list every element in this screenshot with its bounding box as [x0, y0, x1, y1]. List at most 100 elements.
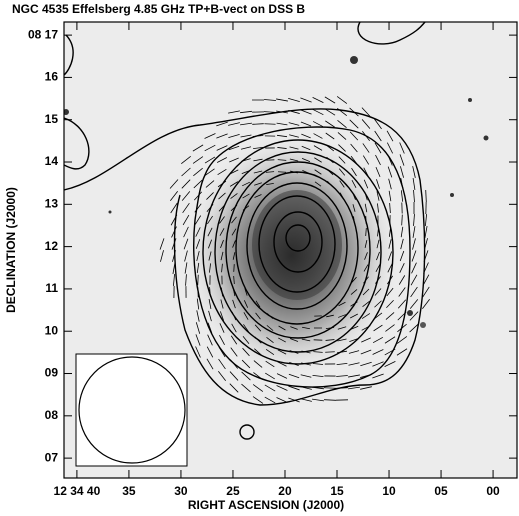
- b-vector: [325, 132, 335, 140]
- b-vector: [264, 123, 276, 125]
- b-vector: [243, 312, 249, 320]
- b-vector: [252, 123, 264, 125]
- b-vector: [386, 287, 394, 297]
- b-vector: [194, 215, 202, 225]
- b-vector: [413, 189, 415, 203]
- b-vector: [242, 193, 250, 199]
- b-vector: [337, 338, 347, 342]
- b-vector: [242, 181, 250, 187]
- b-vector: [160, 250, 164, 262]
- b-vector: [181, 179, 191, 189]
- b-vector: [170, 202, 178, 214]
- b-vector: [349, 119, 359, 129]
- b-vector: [240, 122, 252, 126]
- b-vector: [197, 274, 199, 286]
- b-vector: [389, 202, 391, 214]
- b-vector: [375, 263, 381, 273]
- b-vector: [348, 374, 360, 378]
- y-tick-label: 10: [45, 323, 59, 337]
- b-vector: [288, 373, 300, 379]
- b-vector: [181, 155, 191, 165]
- b-vector: [170, 214, 178, 226]
- b-vector: [230, 335, 238, 345]
- b-vector: [159, 238, 165, 250]
- b-vector: [204, 133, 216, 139]
- b-vector: [314, 181, 322, 187]
- x-tick-label: 10: [382, 484, 396, 498]
- b-vector: [339, 180, 345, 188]
- b-vector: [206, 346, 214, 358]
- b-vector: [290, 170, 298, 174]
- b-vector: [194, 203, 202, 213]
- b-vector: [385, 324, 395, 332]
- b-vector: [348, 350, 360, 354]
- b-vector: [230, 193, 238, 199]
- b-vector: [335, 387, 349, 389]
- b-vector: [242, 347, 250, 357]
- b-vector: [264, 396, 276, 404]
- b-vector: [376, 179, 380, 189]
- b-vector: [172, 262, 176, 274]
- b-vector: [300, 386, 312, 390]
- b-vector: [232, 287, 236, 297]
- b-vector: [314, 157, 322, 163]
- b-vector: [339, 192, 345, 200]
- b-vector: [253, 158, 263, 162]
- b-vector: [220, 287, 224, 297]
- b-vector: [412, 238, 416, 250]
- b-vector: [362, 155, 370, 165]
- b-vector: [338, 301, 346, 307]
- contours: [64, 22, 426, 440]
- b-vector: [351, 167, 357, 177]
- b-vector: [336, 96, 348, 104]
- b-vector: [349, 131, 359, 141]
- b-vector: [301, 362, 311, 366]
- b-vector: [276, 373, 288, 379]
- b-vector: [412, 178, 416, 190]
- beam: [78, 356, 186, 464]
- b-vector: [208, 310, 212, 322]
- b-vector: [352, 204, 356, 212]
- b-vector: [206, 203, 214, 213]
- x-tick-label: 05: [434, 484, 448, 498]
- b-vector: [374, 288, 382, 296]
- b-vector: [265, 360, 275, 368]
- b-vector: [336, 375, 348, 377]
- b-vector: [193, 167, 203, 177]
- b-vector: [424, 238, 428, 250]
- b-vector: [252, 384, 264, 392]
- b-vector: [400, 238, 404, 250]
- b-vector: [181, 191, 191, 201]
- x-tick-label: 35: [122, 484, 136, 498]
- b-vector: [326, 314, 334, 318]
- b-vector: [207, 227, 213, 237]
- b-vector: [218, 358, 226, 370]
- b-vector: [388, 190, 392, 202]
- b-vector: [243, 324, 249, 332]
- b-vector: [243, 300, 249, 308]
- b-vector: [181, 167, 191, 177]
- b-vector: [352, 192, 356, 200]
- b-vector: [312, 108, 324, 116]
- b-vector: [241, 371, 251, 381]
- b-vector: [241, 170, 251, 174]
- b-vector: [253, 170, 263, 174]
- b-vector: [387, 166, 393, 178]
- b-vector: [231, 216, 237, 224]
- b-vector: [374, 118, 382, 130]
- b-vector: [324, 96, 336, 104]
- b-vector: [277, 349, 287, 355]
- b-vector: [387, 275, 393, 285]
- x-tick-label: 20: [278, 484, 292, 498]
- b-vector: [411, 262, 417, 274]
- b-vector: [360, 386, 372, 390]
- b-vector: [372, 336, 384, 344]
- b-vector: [365, 227, 367, 237]
- b-vector: [363, 276, 369, 284]
- b-vector: [300, 109, 312, 115]
- b-vector: [372, 373, 384, 379]
- b-vector: [241, 158, 251, 162]
- b-vector: [220, 299, 224, 309]
- b-vector: [229, 383, 239, 393]
- b-vector: [410, 274, 418, 286]
